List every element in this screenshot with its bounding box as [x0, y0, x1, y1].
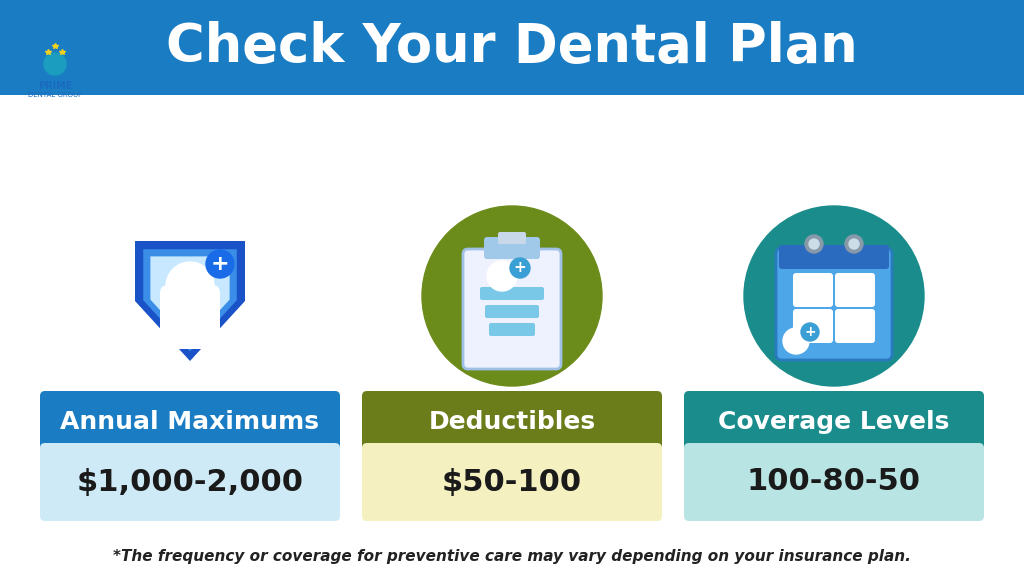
FancyBboxPatch shape	[793, 273, 833, 307]
FancyBboxPatch shape	[40, 443, 340, 521]
FancyBboxPatch shape	[40, 391, 340, 453]
Text: +: +	[514, 260, 526, 275]
Text: Annual Maximums: Annual Maximums	[60, 410, 319, 434]
Text: *The frequency or coverage for preventive care may vary depending on your insura: *The frequency or coverage for preventiv…	[113, 548, 911, 563]
FancyBboxPatch shape	[835, 273, 874, 307]
Text: DENTAL GROUP: DENTAL GROUP	[28, 92, 82, 98]
FancyBboxPatch shape	[362, 391, 662, 453]
Circle shape	[801, 323, 819, 341]
Text: Coverage Levels: Coverage Levels	[718, 410, 949, 434]
FancyBboxPatch shape	[684, 443, 984, 521]
FancyBboxPatch shape	[362, 443, 662, 521]
Text: PRIME: PRIME	[38, 81, 72, 91]
Circle shape	[171, 325, 189, 343]
Polygon shape	[151, 256, 229, 343]
Text: +: +	[211, 254, 229, 274]
Text: Check Your Dental Plan: Check Your Dental Plan	[166, 21, 858, 74]
FancyBboxPatch shape	[835, 309, 874, 343]
Circle shape	[510, 258, 530, 278]
FancyBboxPatch shape	[484, 237, 540, 259]
Text: 100-80-50: 100-80-50	[746, 468, 921, 497]
FancyBboxPatch shape	[480, 287, 544, 300]
Text: +: +	[804, 325, 816, 339]
FancyBboxPatch shape	[160, 285, 220, 349]
FancyBboxPatch shape	[485, 305, 539, 318]
Polygon shape	[143, 249, 237, 351]
Circle shape	[744, 206, 924, 386]
FancyBboxPatch shape	[779, 245, 889, 269]
FancyBboxPatch shape	[684, 391, 984, 453]
Circle shape	[487, 261, 517, 291]
FancyBboxPatch shape	[0, 0, 1024, 95]
Text: $1,000-2,000: $1,000-2,000	[77, 468, 303, 497]
FancyBboxPatch shape	[463, 249, 561, 369]
Circle shape	[44, 53, 66, 75]
FancyBboxPatch shape	[793, 309, 833, 343]
Circle shape	[805, 235, 823, 253]
FancyBboxPatch shape	[776, 248, 892, 360]
Circle shape	[206, 250, 234, 278]
Circle shape	[809, 239, 819, 249]
Circle shape	[845, 235, 863, 253]
FancyBboxPatch shape	[498, 232, 526, 244]
Polygon shape	[135, 241, 245, 361]
Circle shape	[422, 206, 602, 386]
Circle shape	[166, 262, 214, 310]
Text: $50-100: $50-100	[442, 468, 582, 497]
Circle shape	[849, 239, 859, 249]
FancyBboxPatch shape	[489, 323, 535, 336]
Circle shape	[783, 328, 809, 354]
Text: Deductibles: Deductibles	[428, 410, 596, 434]
Circle shape	[191, 325, 209, 343]
